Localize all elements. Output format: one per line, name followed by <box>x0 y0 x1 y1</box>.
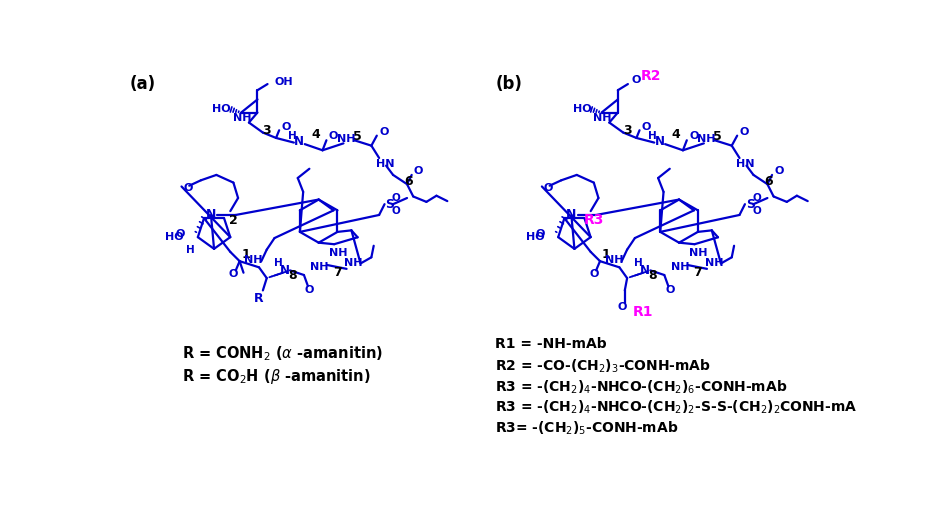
Text: HN: HN <box>376 159 395 169</box>
Text: O: O <box>774 166 783 176</box>
Text: HO: HO <box>525 232 544 241</box>
Text: O: O <box>379 127 388 137</box>
Text: 7: 7 <box>693 266 702 279</box>
Text: O: O <box>642 122 651 132</box>
Text: O: O <box>589 269 598 279</box>
Text: O: O <box>665 284 674 295</box>
Text: 6: 6 <box>404 175 413 188</box>
Text: O: O <box>689 132 698 141</box>
Text: R: R <box>254 292 264 305</box>
Text: O: O <box>543 183 553 193</box>
Text: 3: 3 <box>623 124 632 137</box>
Text: 7: 7 <box>333 266 341 279</box>
Text: 5: 5 <box>353 130 362 143</box>
Text: O: O <box>752 193 761 203</box>
Text: N: N <box>655 135 665 147</box>
Text: H: H <box>648 131 657 141</box>
Text: R3 = -(CH$_2$)$_4$-NHCO-(CH$_2$)$_6$-CONH-mAb: R3 = -(CH$_2$)$_4$-NHCO-(CH$_2$)$_6$-CON… <box>496 378 788 396</box>
Text: 8: 8 <box>288 269 297 281</box>
Text: NH: NH <box>328 248 347 259</box>
Text: NH: NH <box>344 258 363 268</box>
Text: S: S <box>746 198 755 211</box>
Text: 3: 3 <box>263 124 271 137</box>
Text: R2: R2 <box>640 70 660 83</box>
Text: NH: NH <box>593 113 611 123</box>
Text: NH: NH <box>697 134 715 144</box>
Text: H: H <box>635 259 643 268</box>
Text: NH: NH <box>233 113 252 123</box>
Text: N: N <box>640 264 650 277</box>
Text: NH: NH <box>671 262 689 272</box>
Text: 8: 8 <box>648 269 657 281</box>
Text: R3 = -(CH$_2$)$_4$-NHCO-(CH$_2$)$_2$-S-S-(CH$_2$)$_2$CONH-mA: R3 = -(CH$_2$)$_4$-NHCO-(CH$_2$)$_2$-S-S… <box>496 399 857 417</box>
Text: N: N <box>205 208 216 221</box>
Text: N: N <box>566 208 576 221</box>
Text: 4: 4 <box>672 128 680 141</box>
Text: S: S <box>386 198 394 211</box>
Text: R = CO$_2$H ($\beta$ -amanitin): R = CO$_2$H ($\beta$ -amanitin) <box>181 367 370 387</box>
Text: 4: 4 <box>311 128 320 141</box>
Text: HO: HO <box>213 105 231 114</box>
Text: HN: HN <box>736 159 755 169</box>
Text: N: N <box>294 135 304 147</box>
Text: 1: 1 <box>241 248 250 262</box>
Text: NH: NH <box>337 134 355 144</box>
Text: (a): (a) <box>130 75 155 93</box>
Text: O: O <box>183 183 192 193</box>
Text: O: O <box>281 122 290 132</box>
Text: H: H <box>288 131 297 141</box>
Text: R1: R1 <box>633 305 653 319</box>
Text: R3= -(CH$_2$)$_5$-CONH-mAb: R3= -(CH$_2$)$_5$-CONH-mAb <box>496 420 679 437</box>
Text: H: H <box>274 259 283 268</box>
Text: NH: NH <box>705 258 723 268</box>
Text: HO: HO <box>166 232 184 241</box>
Text: R2 = -CO-(CH$_2$)$_3$-CONH-mAb: R2 = -CO-(CH$_2$)$_3$-CONH-mAb <box>496 358 711 375</box>
Text: O: O <box>414 166 424 176</box>
Text: O: O <box>752 206 761 216</box>
Text: O: O <box>536 229 545 239</box>
Text: 1: 1 <box>602 248 611 262</box>
Text: O: O <box>228 269 238 279</box>
Text: O: O <box>392 193 401 203</box>
Text: O: O <box>631 75 640 85</box>
Text: O: O <box>304 284 314 295</box>
Text: 2: 2 <box>229 214 238 227</box>
Text: O: O <box>618 302 627 312</box>
Text: N: N <box>279 264 290 277</box>
Text: OH: OH <box>275 77 293 87</box>
Text: O: O <box>175 229 185 239</box>
Text: R1 = -NH-mAb: R1 = -NH-mAb <box>496 337 607 351</box>
Text: R3: R3 <box>584 213 604 228</box>
Text: 6: 6 <box>765 175 773 188</box>
Text: 5: 5 <box>713 130 722 143</box>
Text: NH: NH <box>605 255 623 265</box>
Text: NH: NH <box>244 255 263 265</box>
Text: O: O <box>739 127 749 137</box>
Text: O: O <box>392 206 401 216</box>
Text: (b): (b) <box>496 75 523 93</box>
Text: NH: NH <box>689 248 708 259</box>
Text: O: O <box>328 132 339 141</box>
Text: H: H <box>187 245 195 256</box>
Text: NH: NH <box>310 262 328 272</box>
Text: R = CONH$_2$ ($\alpha$ -amanitin): R = CONH$_2$ ($\alpha$ -amanitin) <box>181 344 382 363</box>
Text: HO: HO <box>573 105 591 114</box>
